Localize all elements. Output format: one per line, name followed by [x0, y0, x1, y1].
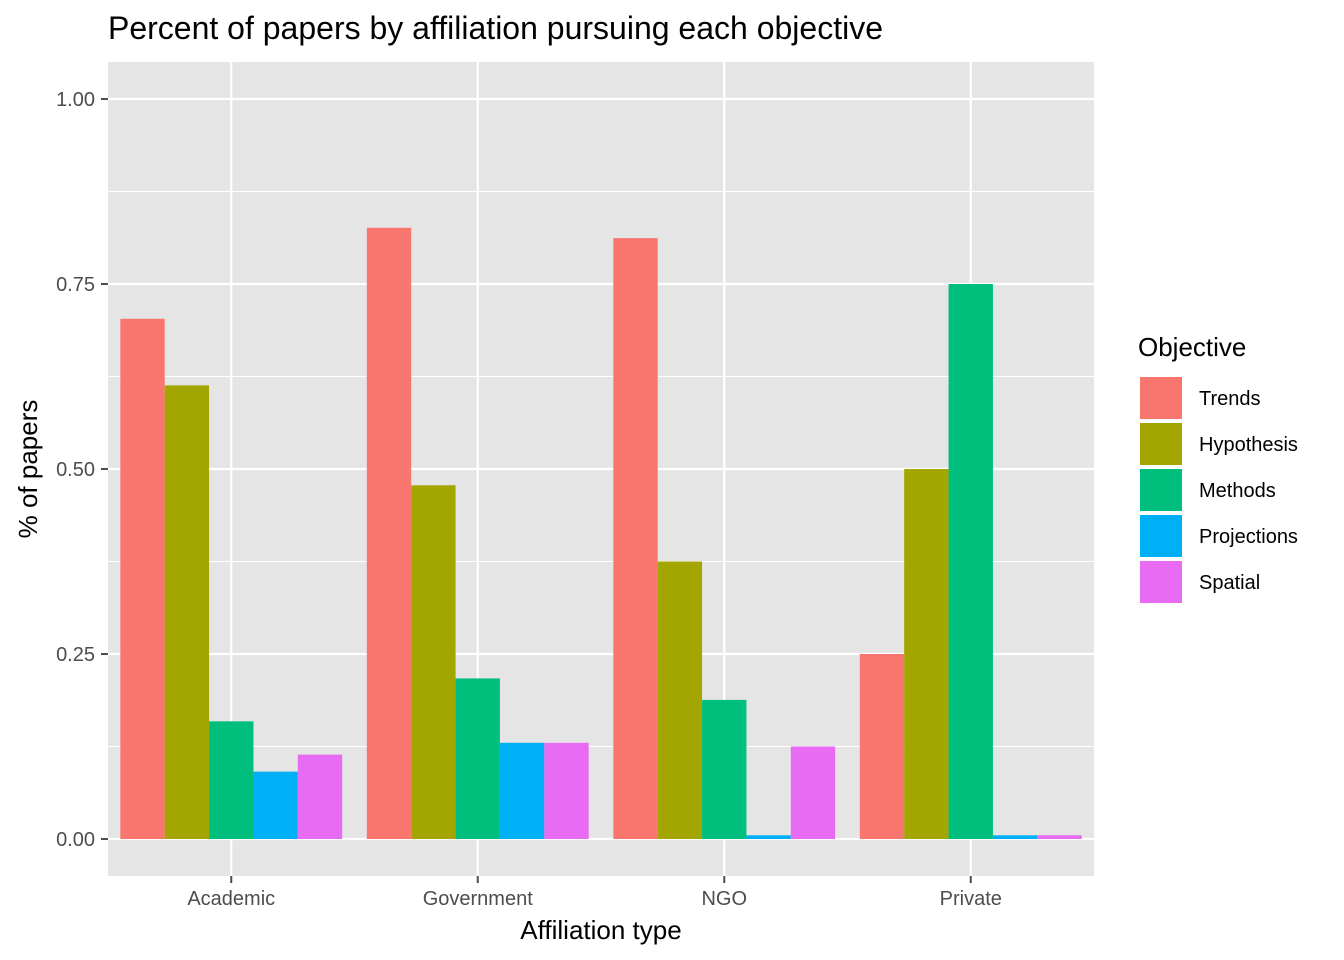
legend-key-hypothesis	[1138, 421, 1184, 467]
bar-methods-academic	[209, 721, 254, 839]
legend-label-methods: Methods	[1199, 480, 1276, 502]
bar-hypothesis-academic	[164, 385, 210, 839]
x-axis: Academic Government NGO Private	[187, 876, 1002, 910]
legend-label-trends: Trends	[1199, 388, 1261, 410]
bar-projections-government	[499, 742, 545, 839]
bar-hypothesis-ngo	[657, 561, 703, 839]
legend-key-trends	[1138, 375, 1184, 421]
bar-hypothesis-private	[904, 469, 949, 839]
y-tick-label: 0.75	[56, 274, 95, 296]
bar-methods-government	[455, 678, 500, 839]
x-tick-label: Academic	[187, 888, 275, 910]
bar-projections-academic	[253, 771, 298, 839]
x-tick-label: Private	[940, 888, 1002, 910]
bar-spatial-government	[544, 742, 589, 839]
bar-trends-ngo	[613, 238, 658, 839]
bar-spatial-academic	[297, 754, 343, 839]
chart-title: Percent of papers by affiliation pursuin…	[108, 10, 883, 46]
legend-key-spatial	[1138, 559, 1184, 605]
y-axis: 0.00 0.25 0.50 0.75 1.00	[56, 89, 108, 851]
legend-label-hypothesis: Hypothesis	[1199, 434, 1298, 456]
legend-key-methods	[1138, 467, 1184, 513]
legend: Objective Trends Hypothesis Methods Project…	[1138, 332, 1298, 605]
legend-key-projections	[1138, 513, 1184, 559]
legend-items: Trends Hypothesis Methods Projections Spatia…	[1138, 375, 1298, 605]
bar-hypothesis-government	[411, 485, 456, 839]
bar-trends-government	[366, 227, 412, 839]
bar-trends-private	[859, 654, 905, 839]
bars	[120, 227, 1082, 839]
x-axis-title: Affiliation type	[520, 915, 681, 945]
y-axis-title: % of papers	[13, 400, 43, 539]
legend-title: Objective	[1138, 332, 1246, 362]
y-tick-label: 1.00	[56, 89, 95, 111]
y-tick-label: 0.50	[56, 459, 95, 481]
bar-spatial-private	[1037, 835, 1082, 839]
bar-trends-academic	[120, 318, 165, 839]
bar-projections-private	[992, 835, 1038, 839]
bar-methods-ngo	[702, 699, 747, 839]
legend-label-spatial: Spatial	[1199, 572, 1260, 594]
bar-projections-ngo	[746, 835, 791, 839]
y-tick-label: 0.00	[56, 829, 95, 851]
bar-methods-private	[948, 284, 993, 839]
y-tick-label: 0.25	[56, 644, 95, 666]
legend-label-projections: Projections	[1199, 526, 1298, 548]
x-tick-label: Government	[423, 888, 533, 910]
bar-spatial-ngo	[790, 746, 836, 839]
x-tick-label: NGO	[701, 888, 747, 910]
